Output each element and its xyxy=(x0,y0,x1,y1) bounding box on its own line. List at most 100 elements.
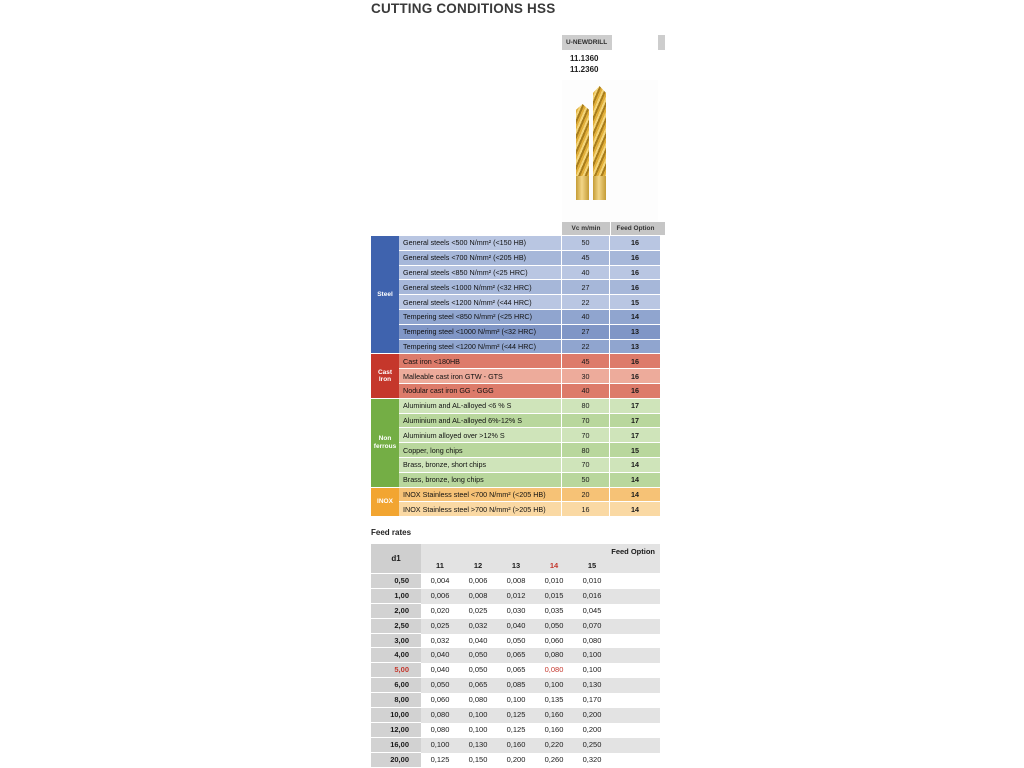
feed-cell: 0,025 xyxy=(468,605,488,615)
feed-cell: 0,250 xyxy=(582,739,602,749)
feed-row: 2,00 0,020 0,025 0,030 0,035 0,045 xyxy=(371,603,660,619)
feed-cell: 0,025 xyxy=(430,620,450,630)
d1-value: 0,50 xyxy=(371,574,421,589)
vc-value: 40 xyxy=(561,265,609,280)
material-row: Cast iron <180HB 45 16 xyxy=(399,354,660,370)
feed-row: 20,00 0,125 0,150 0,200 0,260 0,320 xyxy=(371,752,660,768)
feed-cell: 0,070 xyxy=(582,620,602,630)
feed-cell: 0,100 xyxy=(582,650,602,660)
feed-cell: 0,065 xyxy=(506,650,526,660)
vc-value: 70 xyxy=(561,413,609,428)
feed-option-value: 13 xyxy=(609,324,660,339)
d1-value: 4,00 xyxy=(371,648,421,664)
feed-cell: 0,050 xyxy=(506,635,526,645)
feed-rates-body: 0,50 0,004 0,006 0,008 0,010 0,010 1,00 0,006 0… xyxy=(371,574,660,768)
feed-cell: 0,016 xyxy=(582,590,602,600)
column-header: 12 xyxy=(473,561,483,570)
material-group-steel: Steel General steels <500 N/mm² (<150 HB… xyxy=(371,236,660,355)
column-header: 13 xyxy=(511,561,521,570)
feed-cell: 0,100 xyxy=(468,710,488,720)
cropped-next-column xyxy=(658,35,665,50)
feed-option-value: 14 xyxy=(609,472,660,487)
material-row: Brass, bronze, short chips 70 14 xyxy=(399,457,660,473)
feed-option-value: 14 xyxy=(609,309,660,324)
material-name: Copper, long chips xyxy=(403,445,463,455)
feed-cell: 0,015 xyxy=(544,590,564,600)
material-name: Tempering steel <1200 N/mm² (<44 HRC) xyxy=(403,341,537,351)
feed-cell: 0,040 xyxy=(468,635,488,645)
material-row: Aluminium and AL-alloyed 6%-12% S 70 17 xyxy=(399,413,660,429)
vc-value: 27 xyxy=(561,280,609,295)
vc-value: 40 xyxy=(561,383,609,398)
feed-cell: 0,200 xyxy=(582,724,602,734)
feed-cell: 0,130 xyxy=(582,680,602,690)
vc-value: 20 xyxy=(561,487,609,502)
feed-cell: 0,035 xyxy=(544,605,564,615)
material-name: Tempering steel <850 N/mm² (<25 HRC) xyxy=(403,312,533,322)
feed-option-value: 16 xyxy=(609,250,660,265)
feed-cell: 0,200 xyxy=(506,754,526,764)
feed-cell: 0,160 xyxy=(506,739,526,749)
feed-option-header-area: Feed Option 11 12 13 14 15 xyxy=(421,544,660,574)
feed-row: 4,00 0,040 0,050 0,065 0,080 0,100 xyxy=(371,648,660,664)
feed-option-value: 16 xyxy=(609,383,660,398)
d1-value: 3,00 xyxy=(371,633,421,649)
feed-cell: 0,006 xyxy=(468,576,488,585)
column-header-highlighted: 14 xyxy=(549,561,559,570)
material-name: Nodular cast iron GG - GGG xyxy=(403,386,494,396)
vc-value: 22 xyxy=(561,295,609,309)
feed-cell: 0,004 xyxy=(430,576,450,585)
feed-cell: 0,125 xyxy=(430,754,450,764)
feed-row: 8,00 0,060 0,080 0,100 0,135 0,170 xyxy=(371,693,660,709)
material-group-label: Cast Iron xyxy=(371,354,399,399)
d1-value: 2,00 xyxy=(371,603,421,619)
vc-value: 80 xyxy=(561,398,609,413)
d1-value: 20,00 xyxy=(371,752,421,768)
feed-cell: 0,008 xyxy=(468,590,488,600)
page-title: CUTTING CONDITIONS HSS xyxy=(371,1,556,16)
vc-value: 22 xyxy=(561,339,609,354)
vc-value: 80 xyxy=(561,443,609,457)
feed-cell: 0,100 xyxy=(468,724,488,734)
vc-value: 16 xyxy=(561,502,609,517)
feed-cell: 0,100 xyxy=(430,739,450,749)
product-column-headers: Vc m/min Feed Option xyxy=(562,222,660,235)
feed-row: 10,00 0,080 0,100 0,125 0,160 0,200 xyxy=(371,708,660,723)
feed-row: 12,00 0,080 0,100 0,125 0,160 0,200 xyxy=(371,722,660,738)
feed-option-value: 17 xyxy=(609,428,660,443)
material-row: General steels <700 N/mm² (<205 HB) 45 16 xyxy=(399,250,660,266)
material-row: Aluminium alloyed over >12% S 70 17 xyxy=(399,428,660,444)
feed-cell: 0,130 xyxy=(468,739,488,749)
feed-cell: 0,080 xyxy=(430,724,450,734)
feed-option-value: 14 xyxy=(609,457,660,472)
feed-cell: 0,006 xyxy=(430,590,450,600)
feed-row: 0,50 0,004 0,006 0,008 0,010 0,010 xyxy=(371,574,660,589)
material-row: General steels <1200 N/mm² (<44 HRC) 22 15 xyxy=(399,295,660,310)
feed-cell-highlighted: 0,080 xyxy=(544,665,564,675)
feed-cell: 0,100 xyxy=(544,680,564,690)
drill-bit-icon xyxy=(576,104,589,200)
material-row: General steels <850 N/mm² (<25 HRC) 40 16 xyxy=(399,265,660,281)
feed-option-value: 15 xyxy=(609,295,660,309)
material-group-rows: Aluminium and AL-alloyed <6 % S 80 17 Alum… xyxy=(399,398,660,488)
vc-value: 45 xyxy=(561,354,609,369)
feed-cell: 0,200 xyxy=(582,710,602,720)
feed-cell: 0,050 xyxy=(544,620,564,630)
feed-option-value: 16 xyxy=(609,265,660,280)
feed-option-value: 16 xyxy=(609,369,660,383)
feed-cell: 0,032 xyxy=(430,635,450,645)
column-header: 11 xyxy=(436,561,444,570)
feed-cell: 0,050 xyxy=(468,650,488,660)
material-group-rows: Cast iron <180HB 45 16 Malleable cast iron… xyxy=(399,354,660,399)
material-name: General steels <850 N/mm² (<25 HRC) xyxy=(403,267,528,277)
d1-value: 10,00 xyxy=(371,708,421,723)
feed-cell: 0,010 xyxy=(582,576,602,585)
column-header: 15 xyxy=(587,561,597,570)
materials-table: Steel General steels <500 N/mm² (<150 HB… xyxy=(371,236,660,518)
cropped-next-column-band xyxy=(658,222,665,235)
d1-value: 1,00 xyxy=(371,588,421,604)
feed-option-header: Feed Option xyxy=(611,222,660,235)
d1-value: 6,00 xyxy=(371,678,421,694)
feed-cell: 0,050 xyxy=(468,665,488,675)
feed-cell: 0,260 xyxy=(544,754,564,764)
